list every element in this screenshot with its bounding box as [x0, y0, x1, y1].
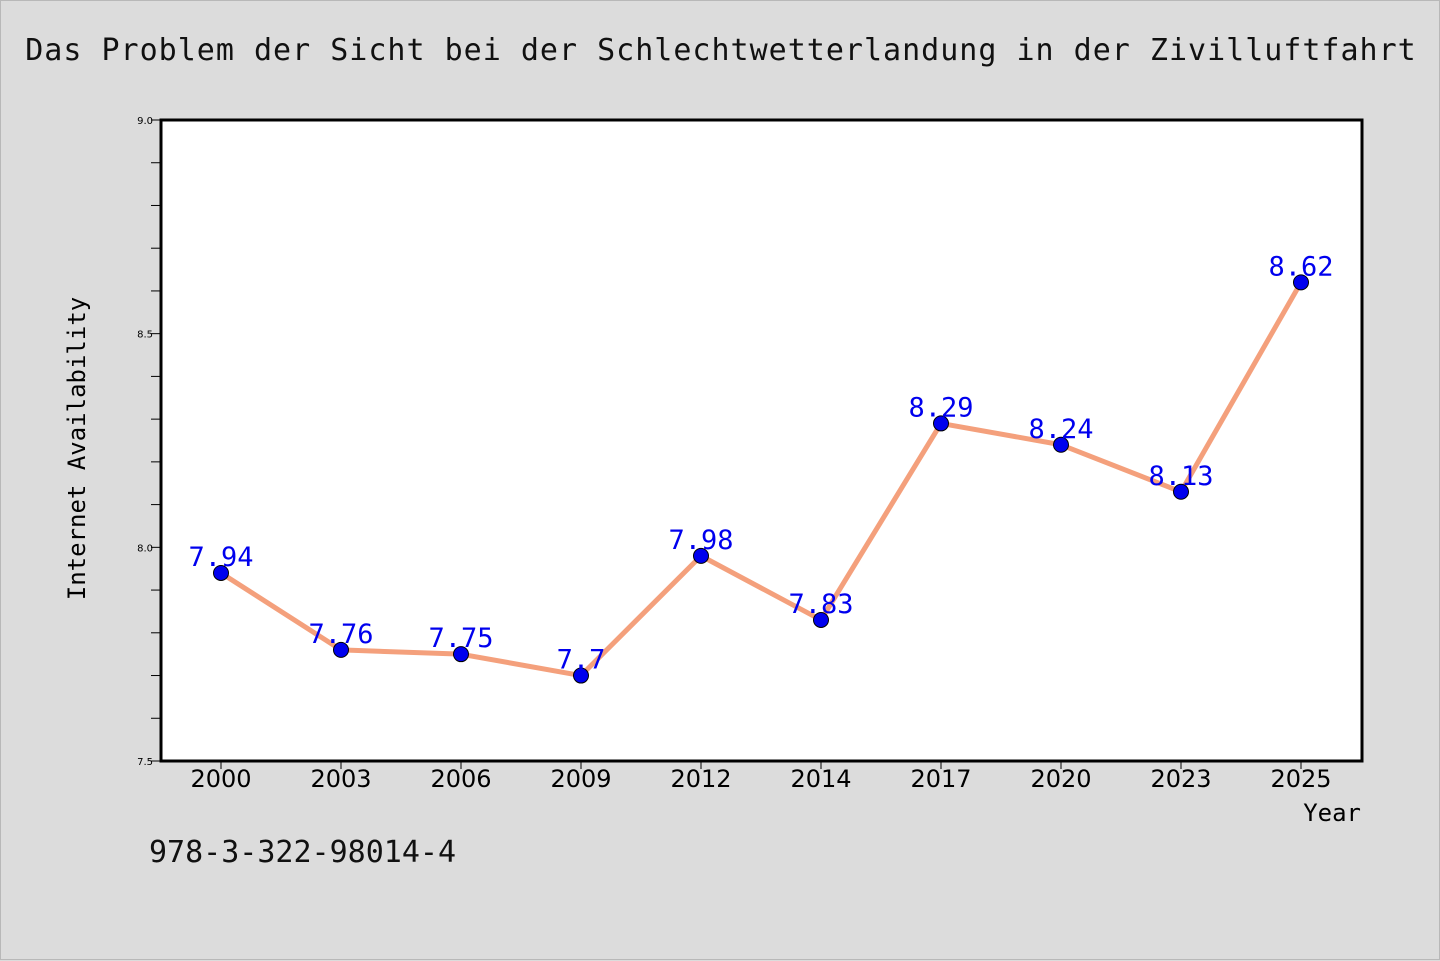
y-tick-label: 7.5: [137, 757, 153, 768]
data-label: 7.94: [188, 542, 253, 573]
plot-area: [161, 120, 1362, 761]
data-point: [933, 415, 949, 432]
data-label: 8.29: [908, 392, 973, 423]
series-line: [218, 279, 1304, 679]
data-point: [1293, 274, 1309, 291]
data-point: [573, 667, 589, 684]
data-label: 7.83: [788, 589, 853, 620]
data-label: 8.24: [1028, 414, 1093, 445]
data-point: [813, 611, 829, 628]
data-label: 8.13: [1148, 461, 1213, 492]
x-tick-label: 2020: [1030, 765, 1091, 793]
y-tick-label: 9.0: [137, 116, 153, 127]
x-axis-label: Year: [1303, 799, 1361, 827]
data-point: [453, 646, 469, 663]
data-point: [1053, 436, 1069, 453]
x-tick-label: 2000: [190, 765, 251, 793]
plot-frame: [159, 118, 1364, 763]
x-tick-label: 2017: [910, 765, 971, 793]
y-tick-label: 8.0: [137, 543, 153, 554]
data-label: 7.76: [308, 619, 373, 650]
data-point: [693, 547, 709, 564]
data-label: 7.98: [668, 525, 733, 556]
data-point: [333, 641, 349, 658]
data-label: 8.62: [1268, 251, 1333, 282]
data-point: [213, 564, 229, 581]
x-tick-label: 2014: [790, 765, 851, 793]
x-tick-label: 2006: [430, 765, 491, 793]
isbn-label: 978-3-322-98014-4: [149, 835, 457, 870]
x-tick-label: 2025: [1270, 765, 1331, 793]
x-tick-label: 2012: [670, 765, 731, 793]
data-label: 7.7: [557, 645, 606, 676]
data-point: [1173, 483, 1189, 500]
y-axis-label: Internet Availability: [63, 297, 91, 600]
y-tick-label: 8.5: [137, 330, 153, 341]
x-tick-label: 2003: [310, 765, 371, 793]
x-tick-label: 2009: [550, 765, 611, 793]
x-tick-label: 2023: [1150, 765, 1211, 793]
chart-title: Das Problem der Sicht bei der Schlechtwe…: [25, 33, 1417, 68]
data-label: 7.75: [428, 623, 493, 654]
